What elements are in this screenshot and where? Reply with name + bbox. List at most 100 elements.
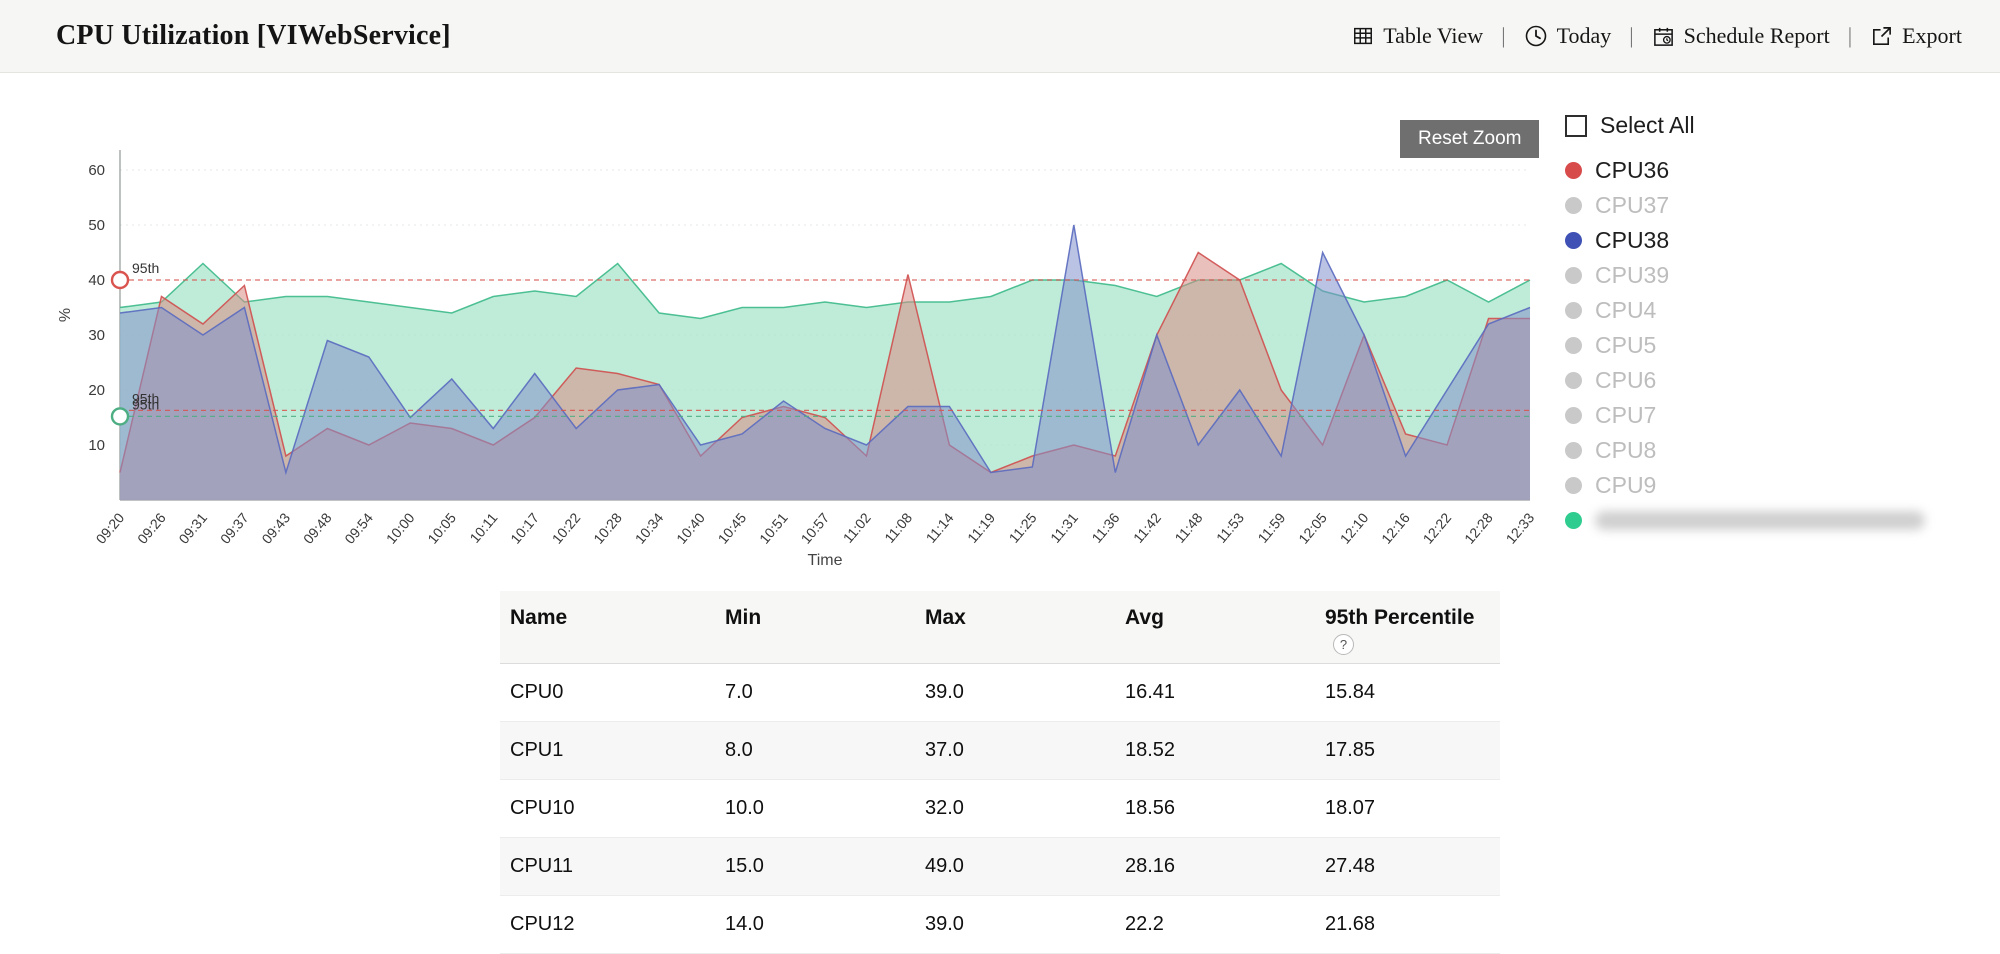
table-cell: 17.85 xyxy=(1315,722,1500,780)
column-header-95th-percentile: 95th Percentile? xyxy=(1315,591,1500,664)
svg-text:09:20: 09:20 xyxy=(93,509,128,546)
table-row: CPU1010.032.018.5618.07 xyxy=(500,780,1500,838)
table-cell: 16.41 xyxy=(1115,664,1315,722)
svg-text:09:48: 09:48 xyxy=(300,509,335,546)
legend-item-CPU9[interactable]: CPU9 xyxy=(1565,468,1995,503)
schedule-report-button[interactable]: Schedule Report xyxy=(1652,23,1830,49)
legend-label: CPU5 xyxy=(1595,332,1656,359)
svg-text:30: 30 xyxy=(88,327,105,344)
table-cell: 32.0 xyxy=(915,780,1115,838)
svg-text:09:26: 09:26 xyxy=(134,509,169,546)
table-view-button[interactable]: Table View xyxy=(1352,23,1483,49)
legend-item-CPU36[interactable]: CPU36 xyxy=(1565,153,1995,188)
legend-item-CPU39[interactable]: CPU39 xyxy=(1565,258,1995,293)
column-header-label: 95th Percentile xyxy=(1325,606,1490,630)
x-axis-labels: 09:2009:2609:3109:3709:4309:4809:5410:00… xyxy=(93,509,1538,546)
today-button[interactable]: Today xyxy=(1524,23,1612,49)
svg-text:10:57: 10:57 xyxy=(798,509,833,546)
table-cell: 8.0 xyxy=(715,722,915,780)
table-cell: CPU1 xyxy=(500,722,715,780)
svg-text:10:17: 10:17 xyxy=(507,509,542,546)
svg-text:11:25: 11:25 xyxy=(1006,509,1040,545)
column-header-min: Min xyxy=(715,591,915,664)
toolbar-separator: | xyxy=(1846,23,1854,49)
svg-text:12:28: 12:28 xyxy=(1461,509,1496,546)
legend-dot xyxy=(1565,407,1582,424)
legend-dot xyxy=(1565,232,1582,249)
svg-text:10:51: 10:51 xyxy=(756,509,791,546)
legend-item-CPU6[interactable]: CPU6 xyxy=(1565,363,1995,398)
schedule-report-label: Schedule Report xyxy=(1684,23,1830,49)
legend-dot xyxy=(1565,162,1582,179)
svg-text:11:36: 11:36 xyxy=(1088,509,1122,545)
legend-item-redacted[interactable] xyxy=(1565,503,1995,538)
export-icon xyxy=(1870,25,1893,48)
legend-dot xyxy=(1565,477,1582,494)
legend-item-CPU8[interactable]: CPU8 xyxy=(1565,433,1995,468)
select-all-label: Select All xyxy=(1600,112,1695,139)
reset-zoom-button[interactable]: Reset Zoom xyxy=(1400,120,1539,158)
export-label: Export xyxy=(1902,23,1962,49)
chart-legend: Select All CPU36CPU37CPU38CPU39CPU4CPU5C… xyxy=(1565,112,1995,538)
select-all[interactable]: Select All xyxy=(1565,112,1995,139)
y-axis-title: % xyxy=(57,308,74,322)
x-axis-title: Time xyxy=(808,552,843,569)
metrics-table: NameMinMaxAvg95th Percentile? CPU07.039.… xyxy=(500,591,1500,954)
svg-text:09:37: 09:37 xyxy=(217,509,252,546)
table-view-label: Table View xyxy=(1383,23,1483,49)
legend-item-CPU7[interactable]: CPU7 xyxy=(1565,398,1995,433)
percentile-marker xyxy=(112,408,128,424)
table-cell: 18.56 xyxy=(1115,780,1315,838)
table-cell: CPU0 xyxy=(500,664,715,722)
svg-text:12:05: 12:05 xyxy=(1295,509,1330,546)
table-header-row: NameMinMaxAvg95th Percentile? xyxy=(500,591,1500,664)
table-row: CPU1214.039.022.221.68 xyxy=(500,896,1500,954)
svg-text:50: 50 xyxy=(88,217,105,234)
column-header-label: Min xyxy=(725,606,905,630)
legend-item-CPU5[interactable]: CPU5 xyxy=(1565,328,1995,363)
svg-text:10:11: 10:11 xyxy=(466,509,500,545)
cpu-utilization-chart[interactable]: 10203040506095th95th95th09:2009:2609:310… xyxy=(0,80,1560,580)
legend-dot xyxy=(1565,442,1582,459)
legend-item-CPU4[interactable]: CPU4 xyxy=(1565,293,1995,328)
legend-item-CPU38[interactable]: CPU38 xyxy=(1565,223,1995,258)
legend-items: CPU36 CPU37 CPU38 CPU39CPU4 CPU5 CPU6 CPU7 CPU8… xyxy=(1565,153,1995,538)
svg-text:10: 10 xyxy=(88,437,105,454)
legend-item-CPU37[interactable]: CPU37 xyxy=(1565,188,1995,223)
legend-label: CPU38 xyxy=(1595,227,1669,254)
table-cell: 7.0 xyxy=(715,664,915,722)
svg-text:11:48: 11:48 xyxy=(1171,509,1205,545)
column-header-label: Name xyxy=(510,606,705,630)
legend-dot xyxy=(1565,267,1582,284)
legend-label: CPU6 xyxy=(1595,367,1656,394)
help-icon[interactable]: ? xyxy=(1333,634,1354,655)
toolbar-separator: | xyxy=(1627,23,1635,49)
table-cell: 37.0 xyxy=(915,722,1115,780)
legend-dot xyxy=(1565,302,1582,319)
table-cell: 18.52 xyxy=(1115,722,1315,780)
svg-text:10:00: 10:00 xyxy=(383,509,418,546)
export-button[interactable]: Export xyxy=(1870,23,1962,49)
svg-text:11:02: 11:02 xyxy=(840,509,874,545)
svg-text:20: 20 xyxy=(88,382,105,399)
svg-text:95th: 95th xyxy=(132,396,159,412)
svg-text:60: 60 xyxy=(88,162,105,179)
svg-text:12:10: 12:10 xyxy=(1337,509,1372,546)
table-row: CPU07.039.016.4115.84 xyxy=(500,664,1500,722)
legend-dot xyxy=(1565,337,1582,354)
legend-label: CPU9 xyxy=(1595,472,1656,499)
table-cell: 18.07 xyxy=(1315,780,1500,838)
svg-text:10:34: 10:34 xyxy=(632,509,667,546)
table-view-icon xyxy=(1352,25,1374,47)
table-cell: 21.68 xyxy=(1315,896,1500,954)
svg-text:11:14: 11:14 xyxy=(923,509,957,545)
percentile-marker xyxy=(112,272,128,288)
svg-text:40: 40 xyxy=(88,272,105,289)
svg-text:09:54: 09:54 xyxy=(341,509,376,546)
table-row: CPU18.037.018.5217.85 xyxy=(500,722,1500,780)
legend-label: CPU8 xyxy=(1595,437,1656,464)
today-label: Today xyxy=(1557,23,1612,49)
legend-label: CPU37 xyxy=(1595,192,1669,219)
toolbar: Table View | Today | Schedule Report xyxy=(1352,23,1962,49)
select-all-checkbox[interactable] xyxy=(1565,115,1587,137)
